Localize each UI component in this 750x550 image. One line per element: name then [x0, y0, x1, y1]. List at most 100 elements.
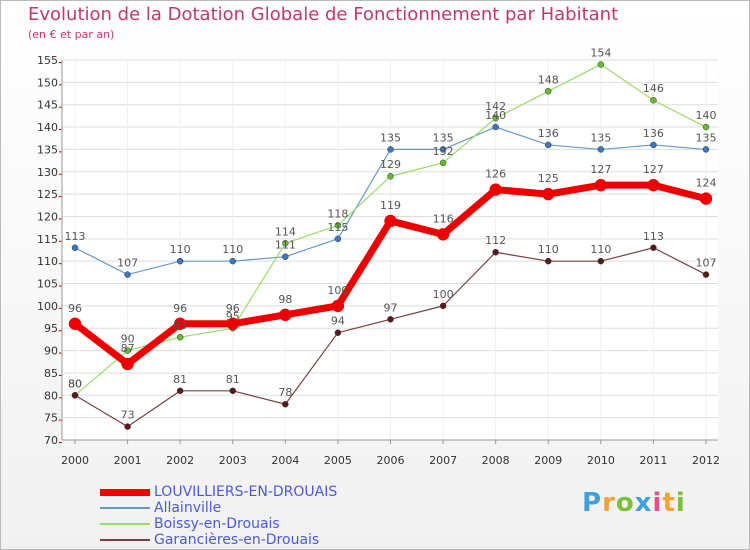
- legend-label: Allainville: [154, 500, 222, 516]
- point-boissy-en-drouais: [334, 222, 342, 229]
- data-label-louvilliers-en-drouais: 127: [590, 163, 611, 176]
- data-label-allainville: 136: [643, 127, 664, 140]
- point-boissy-en-drouais: [282, 240, 289, 247]
- legend-label: Garancières-en-Drouais: [154, 532, 320, 548]
- data-label-boissy-en-drouais: 146: [643, 82, 664, 95]
- data-label-louvilliers-en-drouais: 96: [173, 302, 187, 315]
- y-tick-label: 140: [37, 121, 58, 134]
- data-label-garanci-res-en-drouais: 81: [173, 373, 187, 386]
- legend-item: Garancières-en-Drouais: [100, 532, 360, 548]
- point-boissy-en-drouais: [124, 347, 131, 354]
- point-louvilliers-en-drouais: [594, 178, 608, 192]
- point-allainville: [229, 257, 236, 265]
- point-louvilliers-en-drouais: [647, 178, 660, 192]
- point-boissy-en-drouais: [545, 88, 552, 95]
- y-tick-label: 120: [37, 210, 58, 223]
- point-louvilliers-en-drouais: [68, 317, 82, 331]
- point-louvilliers-en-drouais: [489, 183, 502, 196]
- chart-subtitle: (en € et par an): [28, 28, 115, 41]
- data-label-garanci-res-en-drouais: 100: [433, 288, 454, 301]
- point-garanci-res-en-drouais: [702, 271, 710, 278]
- legend-swatch: [100, 523, 150, 525]
- data-label-allainville: 135: [696, 131, 717, 144]
- y-tick-label: 155: [37, 54, 58, 67]
- point-allainville: [124, 271, 131, 278]
- data-label-louvilliers-en-drouais: 116: [433, 212, 454, 225]
- x-tick-label: 2010: [587, 454, 615, 467]
- data-label-allainville: 135: [590, 131, 611, 144]
- data-label-allainville: 113: [65, 230, 86, 243]
- legend-item: Boissy-en-Drouais: [100, 516, 360, 532]
- data-label-allainville: 136: [538, 127, 559, 140]
- axes: 7075808590951001051101151201251301351401…: [37, 54, 720, 467]
- y-tick-label: 150: [37, 76, 58, 89]
- point-allainville: [650, 141, 657, 149]
- y-tick-label: 95: [44, 322, 58, 335]
- data-label-garanci-res-en-drouais: 110: [538, 243, 559, 256]
- y-tick-label: 135: [37, 143, 58, 156]
- point-allainville: [545, 141, 552, 149]
- data-label-garanci-res-en-drouais: 112: [485, 234, 506, 247]
- data-label-boissy-en-drouais: 132: [433, 145, 454, 158]
- legend-item: LOUVILLIERS-EN-DROUAIS: [100, 484, 360, 500]
- legend-swatch: [100, 539, 150, 541]
- point-boissy-en-drouais: [492, 114, 499, 122]
- data-label-allainville: 135: [380, 131, 401, 144]
- point-garanci-res-en-drouais: [229, 387, 236, 395]
- point-garanci-res-en-drouais: [387, 316, 394, 323]
- y-tick-label: 130: [37, 166, 58, 179]
- point-allainville: [282, 253, 289, 260]
- data-label-louvilliers-en-drouais: 126: [485, 168, 506, 181]
- data-label-louvilliers-en-drouais: 96: [226, 302, 240, 315]
- data-label-garanci-res-en-drouais: 107: [696, 257, 717, 270]
- data-label-boissy-en-drouais: 118: [327, 207, 348, 220]
- x-tick-label: 2012: [692, 454, 720, 467]
- y-tick-label: 105: [37, 278, 58, 291]
- data-label-louvilliers-en-drouais: 87: [121, 342, 135, 355]
- point-garanci-res-en-drouais: [176, 387, 184, 395]
- point-garanci-res-en-drouais: [597, 257, 605, 265]
- point-garanci-res-en-drouais: [545, 257, 552, 265]
- point-garanci-res-en-drouais: [650, 244, 657, 252]
- y-tick-label: 110: [37, 255, 58, 268]
- series-layer: [68, 61, 713, 430]
- data-label-allainville: 110: [222, 243, 243, 256]
- x-tick-label: 2009: [534, 454, 562, 467]
- y-tick-label: 70: [44, 434, 58, 447]
- proxiti-logo: Proxiti: [582, 488, 686, 518]
- legend-label: Boissy-en-Drouais: [154, 516, 280, 532]
- point-louvilliers-en-drouais: [542, 187, 555, 201]
- data-label-louvilliers-en-drouais: 119: [380, 199, 401, 212]
- point-louvilliers-en-drouais: [279, 308, 292, 322]
- data-labels: 113 107 110 110 111 115 135 135 140 136 135 136 135 8…: [65, 46, 717, 421]
- point-louvilliers-en-drouais: [226, 317, 239, 331]
- point-louvilliers-en-drouais: [699, 192, 713, 205]
- legend-swatch: [100, 507, 150, 509]
- point-louvilliers-en-drouais: [121, 357, 134, 371]
- data-label-louvilliers-en-drouais: 125: [538, 172, 559, 185]
- y-tick-label: 80: [44, 389, 58, 402]
- data-label-garanci-res-en-drouais: 73: [121, 409, 135, 422]
- data-label-garanci-res-en-drouais: 97: [384, 301, 398, 314]
- point-allainville: [702, 146, 710, 153]
- data-label-louvilliers-en-drouais: 96: [68, 302, 82, 315]
- point-garanci-res-en-drouais: [334, 329, 342, 336]
- point-boissy-en-drouais: [387, 172, 394, 180]
- x-tick-label: 2007: [429, 454, 457, 467]
- point-louvilliers-en-drouais: [173, 317, 187, 331]
- data-label-garanci-res-en-drouais: 81: [226, 373, 240, 386]
- legend-item: Allainville: [100, 500, 360, 516]
- x-tick-label: 2004: [271, 454, 299, 467]
- x-tick-label: 2011: [639, 454, 667, 467]
- point-louvilliers-en-drouais: [436, 228, 450, 241]
- x-tick-label: 2006: [377, 454, 405, 467]
- point-boissy-en-drouais: [702, 123, 710, 131]
- data-label-boissy-en-drouais: 90: [121, 333, 135, 346]
- data-label-garanci-res-en-drouais: 110: [590, 243, 611, 256]
- point-louvilliers-en-drouais: [331, 299, 345, 313]
- x-tick-label: 2000: [61, 454, 89, 467]
- y-tick-label: 145: [37, 99, 58, 112]
- data-label-boissy-en-drouais: 142: [485, 100, 506, 113]
- data-label-boissy-en-drouais: 148: [538, 73, 559, 86]
- point-boissy-en-drouais: [176, 333, 184, 341]
